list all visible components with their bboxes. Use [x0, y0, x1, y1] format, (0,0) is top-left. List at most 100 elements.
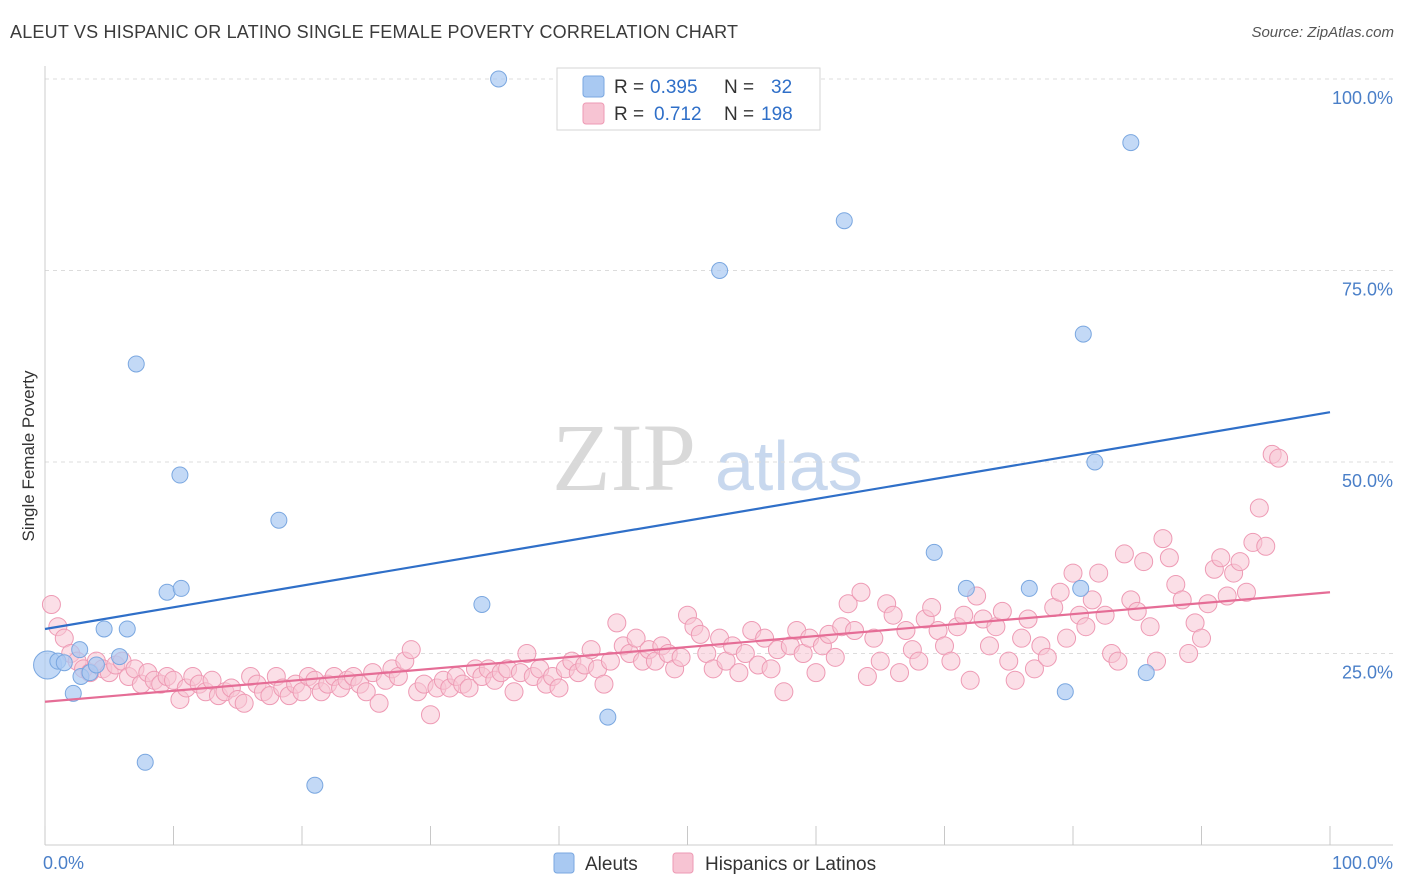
- point-hispanics: [594, 674, 614, 694]
- point-hispanics: [857, 666, 877, 686]
- legend-n-value: 32: [771, 77, 792, 98]
- point-hispanics: [774, 682, 794, 702]
- point-hispanics: [1153, 529, 1173, 549]
- point-hispanics: [1037, 647, 1057, 667]
- stats-legend-row-aleuts: R = 0.395 N = 32: [582, 75, 792, 98]
- point-aleuts: [118, 620, 136, 638]
- point-hispanics: [979, 636, 999, 656]
- point-hispanics: [729, 663, 749, 683]
- point-aleuts: [171, 466, 189, 484]
- point-hispanics: [806, 663, 826, 683]
- series-hispanics-points: [41, 444, 1289, 725]
- point-hispanics: [600, 651, 620, 671]
- legend-r-label: R =: [614, 77, 644, 98]
- point-aleuts: [957, 579, 975, 597]
- point-hispanics: [671, 647, 691, 667]
- point-hispanics: [421, 705, 440, 725]
- point-hispanics: [845, 621, 865, 641]
- source-credit: Source: ZipAtlas.com: [1251, 24, 1394, 41]
- point-hispanics: [922, 598, 942, 618]
- legend-swatch-hispanics: [582, 102, 605, 125]
- point-hispanics: [1230, 552, 1250, 572]
- point-hispanics: [1134, 552, 1154, 572]
- point-aleuts: [158, 583, 176, 601]
- point-hispanics: [761, 659, 781, 679]
- point-hispanics: [1192, 628, 1211, 648]
- point-aleuts: [136, 753, 154, 771]
- point-hispanics: [999, 651, 1019, 671]
- point-aleuts: [925, 543, 943, 561]
- legend-r-value: 0.712: [654, 104, 702, 125]
- stats-legend: R = 0.395 N = 32 R = 0.712 N = 198: [556, 67, 821, 131]
- y-tick-label: 100.0%: [1332, 88, 1393, 108]
- point-hispanics: [517, 644, 537, 663]
- point-hispanics: [1076, 617, 1096, 637]
- point-hispanics: [1095, 605, 1115, 625]
- x-tick-label-max: 100.0%: [1332, 853, 1393, 873]
- point-hispanics: [1147, 651, 1167, 671]
- point-hispanics: [1236, 582, 1256, 602]
- point-hispanics: [1256, 536, 1276, 556]
- point-aleuts: [599, 708, 617, 726]
- point-aleuts: [172, 579, 190, 597]
- y-tick-label: 50.0%: [1342, 471, 1393, 491]
- point-hispanics: [1089, 563, 1109, 583]
- series-legend: Aleuts Hispanics or Latinos: [553, 852, 876, 875]
- point-hispanics: [960, 670, 980, 690]
- point-hispanics: [851, 582, 871, 602]
- point-hispanics: [1063, 563, 1083, 583]
- bottom-legend-swatch-aleuts: [553, 852, 575, 874]
- bottom-legend-label-hispanics: Hispanics or Latinos: [705, 854, 876, 875]
- y-tick-labels: 25.0% 50.0% 75.0% 100.0%: [1332, 88, 1393, 683]
- point-hispanics: [992, 601, 1012, 621]
- point-hispanics: [1140, 617, 1160, 637]
- point-hispanics: [41, 594, 61, 614]
- point-hispanics: [890, 663, 910, 683]
- point-aleuts: [270, 511, 288, 529]
- point-hispanics: [1005, 670, 1025, 690]
- point-hispanics: [735, 644, 755, 663]
- point-hispanics: [1024, 659, 1044, 679]
- point-hispanics: [1012, 628, 1032, 648]
- point-hispanics: [864, 628, 884, 648]
- point-hispanics: [401, 640, 421, 660]
- point-hispanics: [838, 594, 858, 614]
- point-aleuts: [1122, 134, 1140, 152]
- point-hispanics: [755, 628, 775, 648]
- x-tick-labels: 0.0% 100.0%: [43, 853, 1393, 873]
- point-aleuts: [71, 641, 89, 659]
- point-aleuts: [55, 654, 73, 672]
- point-hispanics: [690, 624, 710, 644]
- legend-n-label: N =: [724, 104, 754, 125]
- watermark-zip: ZIP: [552, 404, 696, 511]
- point-hispanics: [1108, 651, 1128, 671]
- point-hispanics: [896, 621, 916, 641]
- point-aleuts: [711, 262, 729, 279]
- point-hispanics: [1127, 601, 1147, 621]
- point-hispanics: [1211, 548, 1231, 568]
- point-hispanics: [1249, 498, 1269, 518]
- axes: [44, 66, 1393, 846]
- point-hispanics: [954, 605, 974, 625]
- y-tick-label: 25.0%: [1342, 663, 1393, 683]
- bottom-legend-label-aleuts: Aleuts: [585, 854, 638, 875]
- point-aleuts: [1086, 453, 1104, 471]
- point-hispanics: [504, 682, 524, 702]
- legend-swatch-aleuts: [582, 75, 605, 98]
- point-aleuts: [1056, 683, 1074, 701]
- legend-r-value: 0.395: [650, 77, 698, 98]
- point-aleuts: [490, 70, 508, 88]
- point-hispanics: [607, 613, 627, 633]
- stats-legend-row-hispanics: R = 0.712 N = 198: [582, 102, 793, 125]
- point-hispanics: [1159, 548, 1179, 568]
- legend-n-value: 198: [761, 104, 793, 125]
- point-aleuts: [835, 212, 853, 230]
- point-hispanics: [356, 682, 376, 702]
- y-axis-title: Single Female Poverty: [19, 370, 38, 542]
- point-hispanics: [1057, 628, 1077, 648]
- x-tick-label-min: 0.0%: [43, 853, 84, 873]
- point-aleuts: [95, 620, 113, 638]
- point-aleuts: [127, 355, 145, 373]
- point-hispanics: [1269, 448, 1289, 468]
